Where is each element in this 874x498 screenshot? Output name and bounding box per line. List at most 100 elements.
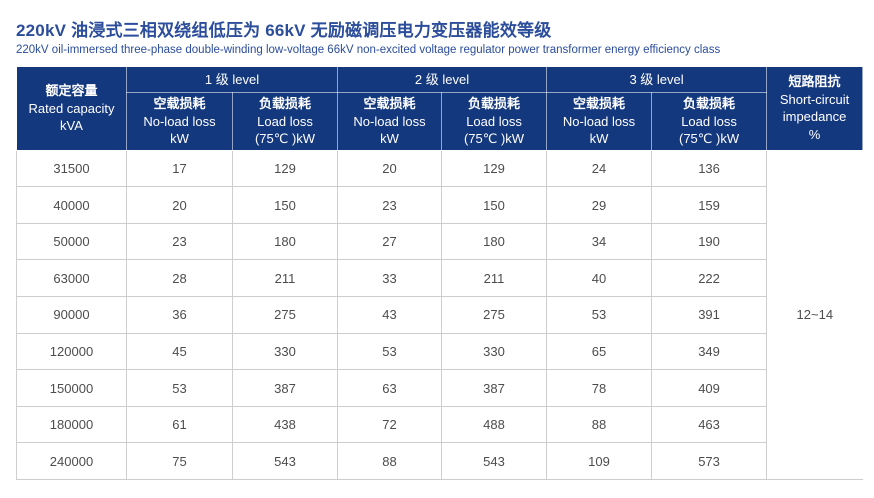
loss-value-cell: 275: [231, 296, 339, 334]
loss-value-cell: 53: [126, 369, 233, 407]
loss-value-cell: 129: [441, 149, 548, 188]
page-title: 220kV 油浸式三相双绕组低压为 66kV 无励磁调压电力变压器能效等级: [16, 21, 552, 40]
loss-value-cell: 53: [546, 296, 653, 334]
table-row: 50000 23 180 27 180 34 190: [16, 222, 863, 261]
impedance-value-cell: 12~14: [766, 150, 863, 480]
loss-value-cell: 17: [126, 149, 233, 188]
loss-value-cell: 36: [126, 296, 233, 334]
load-loss-label-zh: 负载损耗: [468, 96, 521, 111]
loss-value-cell: 543: [231, 442, 339, 480]
capacity-cell: 40000: [16, 186, 127, 224]
loss-value-cell: 150: [441, 186, 548, 224]
loss-value-cell: 43: [337, 296, 443, 334]
load-loss-unit: (75℃ )kW: [463, 131, 525, 147]
loss-value-cell: 211: [441, 259, 548, 298]
capacity-cell: 31500: [16, 149, 127, 188]
load-loss-unit: (75℃ )kW: [254, 131, 316, 147]
subcol-load-loss-level-1: 负载损耗 Load loss (75℃ )kW: [231, 92, 339, 151]
no-load-loss-label-zh: 空载损耗: [573, 96, 626, 111]
loss-value-cell: 275: [441, 296, 548, 334]
impedance-label-zh: 短路阻抗: [788, 74, 841, 90]
table-row: 40000 20 150 23 150 29 159: [16, 186, 863, 224]
loss-value-cell: 136: [651, 149, 768, 188]
loss-value-cell: 27: [337, 222, 443, 261]
subcol-no-load-loss-level-1: 空载损耗 No-load loss kW: [126, 92, 233, 151]
transformer-efficiency-table: 额定容量 Rated capacity kVA 1 级 level 2 级 le…: [16, 66, 864, 480]
no-load-loss-label-en: No-load loss: [143, 113, 216, 129]
loss-value-cell: 23: [126, 222, 233, 261]
loss-value-cell: 391: [651, 296, 768, 334]
capacity-cell: 90000: [16, 296, 127, 334]
table-row: 240000 75 543 88 543 109 573: [16, 442, 863, 480]
capacity-cell: 63000: [16, 259, 127, 298]
no-load-loss-label-en: No-load loss: [353, 113, 426, 129]
subcol-no-load-loss-level-2: 空载损耗 No-load loss kW: [337, 92, 443, 151]
loss-value-cell: 129: [231, 149, 339, 188]
col-group-level-2: 2 级 level: [337, 66, 548, 93]
capacity-cell: 50000: [16, 222, 127, 261]
loss-value-cell: 222: [651, 259, 768, 298]
impedance-label-en: Short-circuit: [779, 91, 850, 107]
loss-value-cell: 61: [126, 405, 233, 444]
load-loss-unit: (75℃ )kW: [678, 131, 740, 147]
loss-value-cell: 72: [337, 405, 443, 444]
table-row: 31500 17 129 20 129 24 136 12~14: [16, 149, 863, 480]
loss-value-cell: 387: [231, 369, 339, 407]
no-load-loss-label-en: No-load loss: [562, 113, 636, 129]
loss-value-cell: 438: [231, 405, 339, 444]
page-subtitle: 220kV oil-immersed three-phase double-wi…: [16, 44, 721, 56]
loss-value-cell: 349: [651, 332, 768, 371]
loss-value-cell: 40: [546, 259, 653, 298]
impedance-label-en2: impedance: [782, 109, 847, 125]
loss-value-cell: 88: [546, 405, 653, 444]
capacity-cell: 240000: [16, 442, 127, 480]
loss-value-cell: 88: [337, 442, 443, 480]
no-load-loss-label-zh: 空载损耗: [153, 96, 206, 111]
load-loss-label-zh: 负载损耗: [259, 96, 312, 111]
loss-value-cell: 190: [651, 222, 768, 261]
header-row-sub: 空载损耗 No-load loss kW 负载损耗 Load loss (75℃…: [17, 92, 863, 151]
loss-value-cell: 180: [441, 222, 548, 261]
no-load-loss-unit: kW: [170, 131, 189, 147]
loss-value-cell: 488: [441, 405, 548, 444]
load-loss-label-zh: 负载损耗: [683, 96, 736, 111]
loss-value-cell: 330: [231, 332, 339, 371]
capacity-cell: 180000: [16, 405, 127, 444]
loss-value-cell: 573: [651, 442, 768, 480]
col-group-level-1: 1 级 level: [125, 66, 339, 93]
loss-value-cell: 65: [546, 332, 653, 371]
loss-value-cell: 53: [337, 332, 443, 371]
loss-value-cell: 78: [546, 369, 653, 407]
load-loss-label-en: Load loss: [257, 113, 313, 129]
loss-value-cell: 543: [441, 442, 548, 480]
loss-value-cell: 409: [651, 369, 768, 407]
col-group-level-3: 3 级 level: [546, 66, 768, 93]
rated-capacity-unit: kVA: [60, 118, 83, 134]
loss-value-cell: 29: [546, 186, 653, 224]
subcol-no-load-loss-level-3: 空载损耗 No-load loss kW: [546, 92, 653, 151]
loss-value-cell: 387: [441, 369, 548, 407]
table-row: 120000 45 330 53 330 65 349: [16, 332, 863, 371]
load-loss-label-en: Load loss: [681, 113, 737, 129]
loss-value-cell: 45: [126, 332, 233, 371]
loss-value-cell: 23: [337, 186, 443, 224]
table-row: 63000 28 211 33 211 40 222: [16, 259, 863, 298]
col-header-impedance: 短路阻抗 Short-circuit impedance %: [766, 66, 864, 151]
loss-value-cell: 180: [231, 222, 339, 261]
loss-value-cell: 109: [546, 442, 653, 480]
rated-capacity-label-zh: 额定容量: [45, 83, 98, 98]
subcol-load-loss-level-2: 负载损耗 Load loss (75℃ )kW: [441, 92, 548, 151]
loss-value-cell: 75: [126, 442, 233, 480]
capacity-cell: 150000: [16, 369, 127, 407]
subcol-load-loss-level-3: 负载损耗 Load loss (75℃ )kW: [651, 92, 768, 151]
loss-value-cell: 20: [337, 149, 443, 188]
loss-value-cell: 211: [231, 259, 339, 298]
no-load-loss-label-zh: 空载损耗: [363, 96, 416, 111]
loss-value-cell: 28: [126, 259, 233, 298]
loss-value-cell: 330: [441, 332, 548, 371]
loss-value-cell: 150: [231, 186, 339, 224]
table-body: 31500 17 129 20 129 24 136 12~14 40000 20 150 23 150…: [16, 149, 863, 480]
loss-value-cell: 33: [337, 259, 443, 298]
loss-value-cell: 24: [546, 149, 653, 188]
